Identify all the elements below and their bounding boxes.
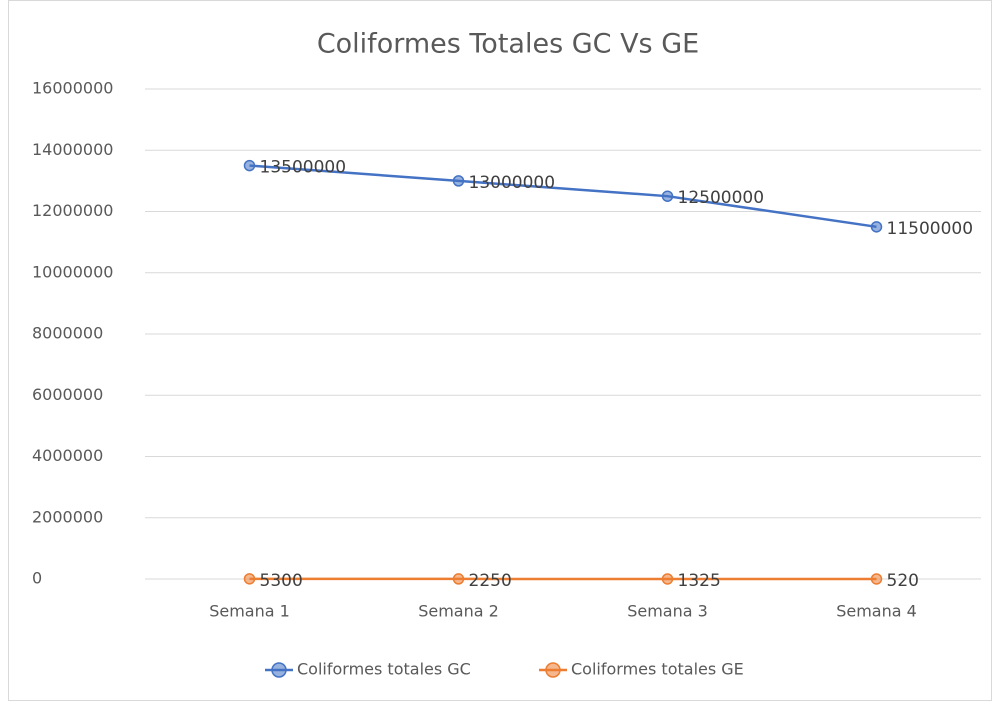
data-point <box>452 175 465 187</box>
legend-label: Coliformes totales GC <box>297 660 471 679</box>
y-tick-label: 4000000 <box>32 446 103 465</box>
x-tick-label: Semana 2 <box>418 602 499 621</box>
legend-marker <box>545 662 561 678</box>
data-point <box>452 573 465 585</box>
y-tick-label: 2000000 <box>32 507 103 526</box>
x-tick-label: Semana 1 <box>209 602 290 621</box>
data-label: 1325 <box>678 571 721 591</box>
chart-title: Coliformes Totales GC Vs GE <box>317 29 699 60</box>
legend-label: Coliformes totales GE <box>571 660 744 679</box>
data-label: 5300 <box>260 571 303 591</box>
data-point <box>870 221 883 233</box>
y-tick-label: 0 <box>32 569 42 588</box>
data-point <box>661 190 674 202</box>
x-tick-label: Semana 3 <box>627 602 708 621</box>
chart-border <box>8 0 992 701</box>
data-point <box>243 573 256 585</box>
y-tick-label: 14000000 <box>32 140 113 159</box>
data-point <box>243 159 256 172</box>
data-label: 12500000 <box>678 188 765 208</box>
data-label: 13000000 <box>469 173 556 193</box>
data-label: 13500000 <box>260 158 347 178</box>
data-point <box>870 573 883 585</box>
legend-marker <box>271 662 287 678</box>
data-label: 2250 <box>469 571 512 591</box>
y-tick-label: 12000000 <box>32 201 113 220</box>
y-tick-label: 8000000 <box>32 324 103 343</box>
y-tick-label: 16000000 <box>32 79 113 98</box>
data-label: 520 <box>887 571 919 591</box>
series-line <box>249 164 877 229</box>
y-tick-label: 6000000 <box>32 385 103 404</box>
data-point <box>661 573 674 585</box>
data-label: 11500000 <box>887 219 974 239</box>
y-tick-label: 10000000 <box>32 262 113 281</box>
x-tick-label: Semana 4 <box>836 602 917 621</box>
